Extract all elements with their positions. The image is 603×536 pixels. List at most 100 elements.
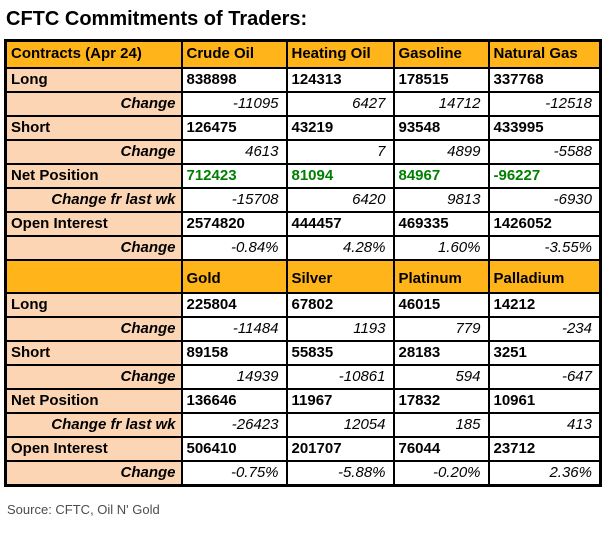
col-header: Crude Oil xyxy=(180,39,288,69)
row-label: Open Interest xyxy=(4,435,183,462)
value-cell: 10961 xyxy=(487,387,602,414)
value-cell: 14212 xyxy=(487,291,602,318)
value-cell: -647 xyxy=(487,363,602,390)
value-cell: 126475 xyxy=(180,114,288,141)
value-cell: 55835 xyxy=(285,339,395,366)
value-cell: 1193 xyxy=(285,315,395,342)
value-cell: 23712 xyxy=(487,435,602,462)
value-cell: 838898 xyxy=(180,66,288,93)
col-header: Silver xyxy=(285,258,395,294)
cot-table: Contracts (Apr 24) Crude Oil Heating Oil Ga… xyxy=(4,39,602,487)
row-label: Change xyxy=(4,90,183,117)
value-cell: -0.75% xyxy=(180,459,288,486)
row-label: Short xyxy=(4,339,183,366)
table-row: Change fr last wk -15708 6420 9813 -6930 xyxy=(4,186,602,213)
row-label: Long xyxy=(4,291,183,318)
page-title: CFTC Commitments of Traders: xyxy=(6,8,308,30)
table-row: Long 225804 67802 46015 14212 xyxy=(4,291,602,318)
value-cell: 178515 xyxy=(392,66,490,93)
value-cell: -10861 xyxy=(285,363,395,390)
value-cell: 469335 xyxy=(392,210,490,237)
col-header: Palladium xyxy=(487,258,602,294)
cot-table-body: Contracts (Apr 24) Crude Oil Heating Oil Ga… xyxy=(4,39,602,486)
value-cell: 413 xyxy=(487,411,602,438)
value-cell: -11484 xyxy=(180,315,288,342)
header-row: Contracts (Apr 24) Crude Oil Heating Oil Ga… xyxy=(4,39,602,69)
value-cell: 1426052 xyxy=(487,210,602,237)
value-cell: 1.60% xyxy=(392,234,490,261)
table-row: Net Position 712423 81094 84967 -96227 xyxy=(4,162,602,189)
table-row: Change -0.84% 4.28% 1.60% -3.55% xyxy=(4,234,602,261)
value-cell: 14712 xyxy=(392,90,490,117)
col-header: Platinum xyxy=(392,258,490,294)
row-label: Change xyxy=(4,363,183,390)
value-cell: 2574820 xyxy=(180,210,288,237)
table-row: Long 838898 124313 178515 337768 xyxy=(4,66,602,93)
header-row: Gold Silver Platinum Palladium xyxy=(4,258,602,294)
table-row: Change 4613 7 4899 -5588 xyxy=(4,138,602,165)
value-cell: 225804 xyxy=(180,291,288,318)
row-label: Change xyxy=(4,138,183,165)
value-cell: 9813 xyxy=(392,186,490,213)
value-cell: -5588 xyxy=(487,138,602,165)
table-row: Change -0.75% -5.88% -0.20% 2.36% xyxy=(4,459,602,486)
value-cell: 93548 xyxy=(392,114,490,141)
value-cell: 17832 xyxy=(392,387,490,414)
value-cell: 89158 xyxy=(180,339,288,366)
col-header: Natural Gas xyxy=(487,39,602,69)
table-row: Change fr last wk -26423 12054 185 413 xyxy=(4,411,602,438)
table-row: Short 126475 43219 93548 433995 xyxy=(4,114,602,141)
value-cell: 201707 xyxy=(285,435,395,462)
value-cell: 4613 xyxy=(180,138,288,165)
table-row: Short 89158 55835 28183 3251 xyxy=(4,339,602,366)
row-label: Net Position xyxy=(4,162,183,189)
value-cell: -3.55% xyxy=(487,234,602,261)
row-label: Change xyxy=(4,234,183,261)
value-cell: 28183 xyxy=(392,339,490,366)
value-cell: 84967 xyxy=(392,162,490,189)
source-note: Source: CFTC, Oil N' Gold xyxy=(7,501,160,517)
value-cell: 433995 xyxy=(487,114,602,141)
value-cell: -96227 xyxy=(487,162,602,189)
value-cell: 3251 xyxy=(487,339,602,366)
value-cell: -12518 xyxy=(487,90,602,117)
value-cell: 185 xyxy=(392,411,490,438)
col-header xyxy=(4,258,183,294)
col-header: Gasoline xyxy=(392,39,490,69)
value-cell: 506410 xyxy=(180,435,288,462)
value-cell: 594 xyxy=(392,363,490,390)
value-cell: 67802 xyxy=(285,291,395,318)
row-label: Long xyxy=(4,66,183,93)
value-cell: 136646 xyxy=(180,387,288,414)
value-cell: 712423 xyxy=(180,162,288,189)
value-cell: -0.84% xyxy=(180,234,288,261)
col-header: Heating Oil xyxy=(285,39,395,69)
value-cell: -0.20% xyxy=(392,459,490,486)
value-cell: 4.28% xyxy=(285,234,395,261)
row-label: Net Position xyxy=(4,387,183,414)
value-cell: 7 xyxy=(285,138,395,165)
row-label: Change xyxy=(4,315,183,342)
value-cell: 11967 xyxy=(285,387,395,414)
value-cell: 337768 xyxy=(487,66,602,93)
value-cell: 76044 xyxy=(392,435,490,462)
table-row: Change 14939 -10861 594 -647 xyxy=(4,363,602,390)
value-cell: 6427 xyxy=(285,90,395,117)
row-label: Change xyxy=(4,459,183,486)
col-header: Contracts (Apr 24) xyxy=(4,39,183,69)
table-row: Open Interest 2574820 444457 469335 1426052 xyxy=(4,210,602,237)
value-cell: -26423 xyxy=(180,411,288,438)
value-cell: -5.88% xyxy=(285,459,395,486)
value-cell: 12054 xyxy=(285,411,395,438)
table-row: Change -11484 1193 779 -234 xyxy=(4,315,602,342)
value-cell: -15708 xyxy=(180,186,288,213)
row-label: Open Interest xyxy=(4,210,183,237)
value-cell: -6930 xyxy=(487,186,602,213)
value-cell: 14939 xyxy=(180,363,288,390)
row-label: Change fr last wk xyxy=(4,411,183,438)
value-cell: 444457 xyxy=(285,210,395,237)
value-cell: 124313 xyxy=(285,66,395,93)
value-cell: -234 xyxy=(487,315,602,342)
value-cell: -11095 xyxy=(180,90,288,117)
